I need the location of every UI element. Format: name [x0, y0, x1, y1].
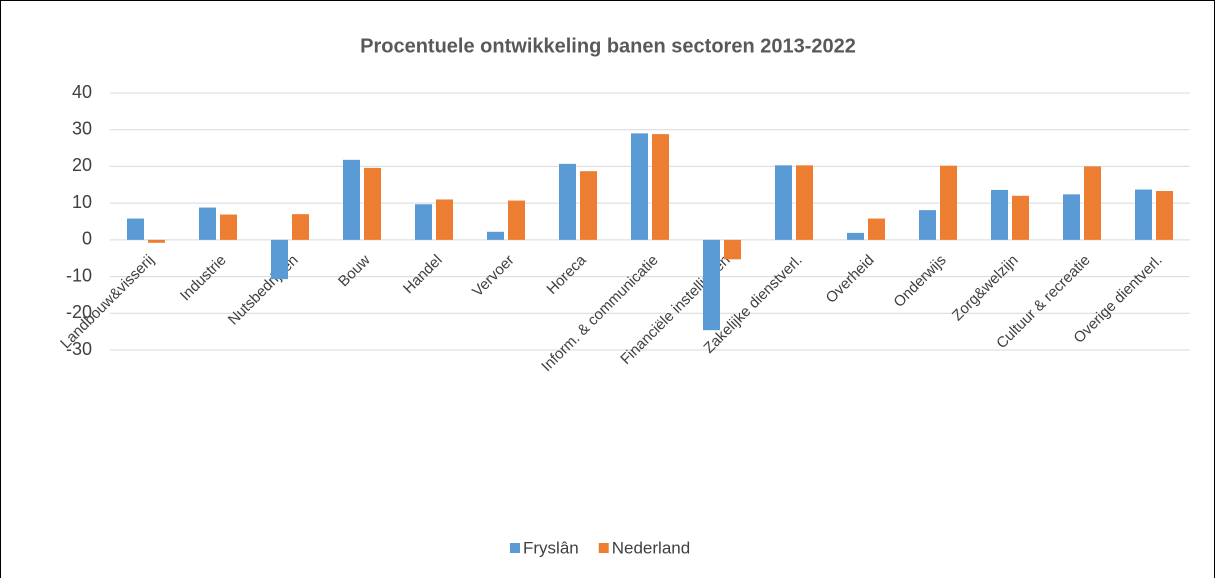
legend-swatch — [598, 543, 609, 553]
legend-swatch — [510, 543, 520, 553]
bar — [199, 207, 216, 240]
y-tick-label: -20 — [66, 302, 92, 322]
bar — [652, 134, 669, 240]
legend-label: Nederland — [612, 538, 690, 557]
bar — [220, 214, 237, 240]
y-tick-label: -30 — [66, 339, 92, 359]
y-tick-label: -10 — [66, 265, 92, 285]
bar — [1156, 191, 1173, 240]
bar — [271, 239, 288, 280]
bar — [580, 171, 597, 240]
bar — [487, 231, 504, 240]
bar — [991, 189, 1008, 240]
bar — [508, 200, 525, 240]
bar — [559, 163, 576, 240]
bar — [775, 165, 792, 240]
y-tick-label: 20 — [72, 155, 92, 175]
bar — [1063, 194, 1080, 240]
bar — [364, 167, 381, 240]
legend-label: Fryslân — [523, 538, 579, 557]
bar — [127, 218, 144, 240]
bar — [703, 239, 720, 331]
bar — [436, 199, 453, 240]
y-tick-label: 0 — [82, 229, 92, 249]
bar — [1135, 189, 1152, 240]
bar — [148, 239, 165, 243]
bar — [940, 165, 957, 240]
bar — [631, 133, 648, 240]
y-tick-label: 40 — [72, 82, 92, 102]
y-tick-label: 30 — [72, 118, 92, 138]
bar — [1084, 166, 1101, 240]
bar — [919, 210, 936, 240]
bar — [343, 159, 360, 240]
bar — [1012, 195, 1029, 240]
bar — [847, 232, 864, 240]
bar — [868, 218, 885, 240]
bar — [415, 204, 432, 240]
bar — [724, 239, 741, 260]
bar — [796, 165, 813, 240]
chart-title: Procentuele ontwikkeling banen sectoren … — [360, 35, 856, 57]
bar — [292, 214, 309, 240]
y-tick-label: 10 — [72, 192, 92, 212]
